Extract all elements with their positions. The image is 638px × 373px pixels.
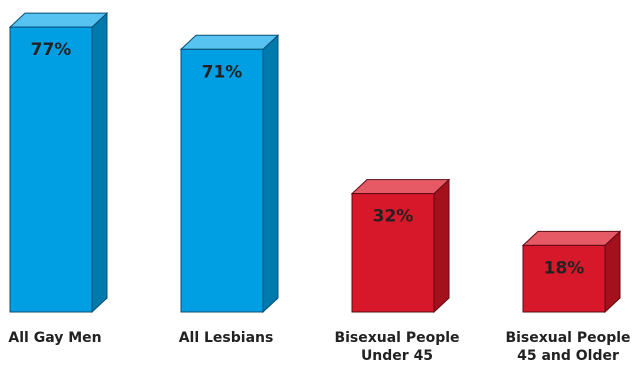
bar-value-label: 18% — [544, 258, 585, 278]
category-label: Bisexual People Under 45 — [334, 330, 459, 364]
category-label: All Gay Men — [8, 330, 101, 346]
bar-1: 77% — [8, 11, 109, 314]
category-label-line: Bisexual People — [505, 330, 630, 346]
bar-side-face — [433, 178, 450, 314]
category-label-line: Bisexual People — [334, 330, 459, 346]
bar-front-face — [180, 48, 264, 313]
bar-3: 32% — [350, 178, 451, 314]
category-label: All Lesbians — [179, 330, 274, 346]
bar-4: 18% — [521, 230, 622, 314]
bar-top-face — [8, 12, 109, 28]
category-label-line: All Lesbians — [179, 330, 274, 346]
bar-2: 71% — [179, 34, 280, 314]
bar-front-face — [351, 193, 435, 313]
bar-side-face — [91, 11, 108, 314]
bar-top-face — [521, 230, 622, 246]
bar-value-label: 71% — [202, 62, 243, 82]
bar-top-face — [179, 34, 280, 50]
category-label-line: 45 and Older — [517, 348, 619, 364]
category-label-line: Under 45 — [361, 348, 433, 364]
bar-value-label: 77% — [31, 40, 72, 60]
bar-front-face — [522, 244, 606, 313]
bar-side-face — [262, 34, 279, 314]
bar-front-face — [9, 26, 93, 313]
bar-value-label: 32% — [373, 207, 414, 227]
category-label-line: All Gay Men — [8, 330, 101, 346]
bar-top-face — [350, 179, 451, 195]
category-label: Bisexual People 45 and Older — [505, 330, 630, 364]
